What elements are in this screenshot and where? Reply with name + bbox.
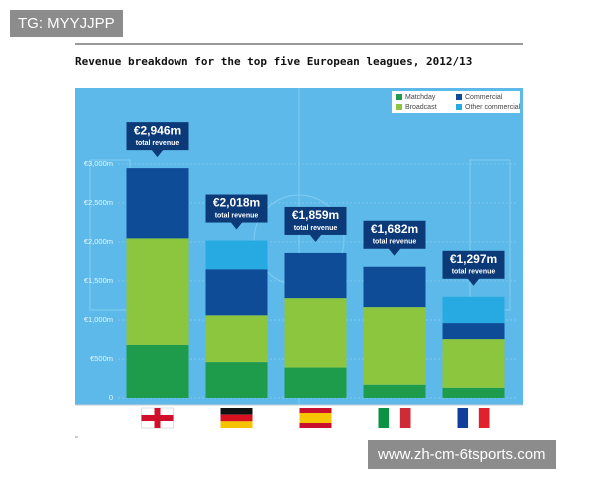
total-label: €1,859m xyxy=(292,208,339,222)
total-sublabel: total revenue xyxy=(452,269,496,276)
callout-box xyxy=(205,194,268,223)
y-tick-label: €2,500m xyxy=(84,198,113,207)
legend-swatch xyxy=(396,94,402,100)
total-label: €1,682m xyxy=(371,222,418,236)
chart-title: Revenue breakdown for the top five Europ… xyxy=(75,55,473,68)
bar-segment xyxy=(442,339,505,388)
y-tick-label: €2,000m xyxy=(84,237,113,246)
flag xyxy=(478,408,490,428)
bar-segment xyxy=(442,323,505,340)
legend-swatch xyxy=(456,94,462,100)
y-tick-label: 0 xyxy=(109,393,113,402)
total-callout: €1,682m total revenue xyxy=(363,220,426,256)
flag xyxy=(378,408,390,428)
callout-box xyxy=(442,250,505,279)
total-label: €1,297m xyxy=(450,252,497,266)
legend-label: Broadcast xyxy=(405,104,437,111)
bar-segment xyxy=(363,384,426,398)
bar-segment xyxy=(205,269,268,316)
y-tick-label: €1,500m xyxy=(84,276,113,285)
total-label: €2,946m xyxy=(134,123,181,137)
legend-swatch xyxy=(396,104,402,110)
bar-segment xyxy=(205,362,268,398)
flag xyxy=(399,408,411,428)
flag xyxy=(389,408,400,428)
y-tick-label: €3,000m xyxy=(84,159,113,168)
legend-box xyxy=(392,91,520,113)
total-sublabel: total revenue xyxy=(294,225,338,232)
bar-segment xyxy=(363,266,426,308)
total-callout: €2,946m total revenue xyxy=(126,122,189,158)
bar-segment xyxy=(205,240,268,270)
total-callout: €1,859m total revenue xyxy=(284,206,347,242)
legend-label: Commercial xyxy=(465,94,503,101)
watermark: www.zh-cm-6tsports.com xyxy=(368,440,556,469)
total-label: €2,018m xyxy=(213,196,260,210)
bar-segment xyxy=(126,168,189,239)
bar-segment xyxy=(284,252,347,299)
bar-segment xyxy=(442,296,505,324)
callout-box xyxy=(284,206,347,235)
bar-segment xyxy=(205,315,268,363)
callout-pointer xyxy=(151,149,164,158)
bar-segment xyxy=(284,367,347,398)
flag xyxy=(220,421,253,429)
bar-segment xyxy=(126,238,189,345)
callout-pointer xyxy=(388,248,401,256)
flag xyxy=(220,408,253,415)
bar-segment xyxy=(284,298,347,368)
total-sublabel: total revenue xyxy=(136,140,180,147)
y-tick-label: €1,000m xyxy=(84,315,113,324)
watermark: TG: MYYJJPP xyxy=(10,10,123,37)
bar-segment xyxy=(442,387,505,398)
legend-label: Other commercial xyxy=(465,104,521,111)
legend-swatch xyxy=(456,104,462,110)
callout-box xyxy=(126,122,189,151)
total-callout: €1,297m total revenue xyxy=(442,250,505,286)
y-tick-label: €500m xyxy=(90,354,113,363)
callout-pointer xyxy=(467,278,480,286)
callout-pointer xyxy=(309,234,322,242)
flag xyxy=(468,408,479,428)
total-callout: €2,018m total revenue xyxy=(205,194,268,230)
legend-label: Matchday xyxy=(405,94,436,101)
total-sublabel: total revenue xyxy=(373,239,417,246)
callout-box xyxy=(363,220,426,249)
flag xyxy=(299,413,332,423)
total-sublabel: total revenue xyxy=(215,212,259,219)
flag xyxy=(457,408,469,428)
bar-segment xyxy=(126,344,189,398)
bar-segment xyxy=(363,307,426,385)
flag xyxy=(220,414,253,422)
flag xyxy=(141,415,174,421)
callout-pointer xyxy=(230,222,243,230)
